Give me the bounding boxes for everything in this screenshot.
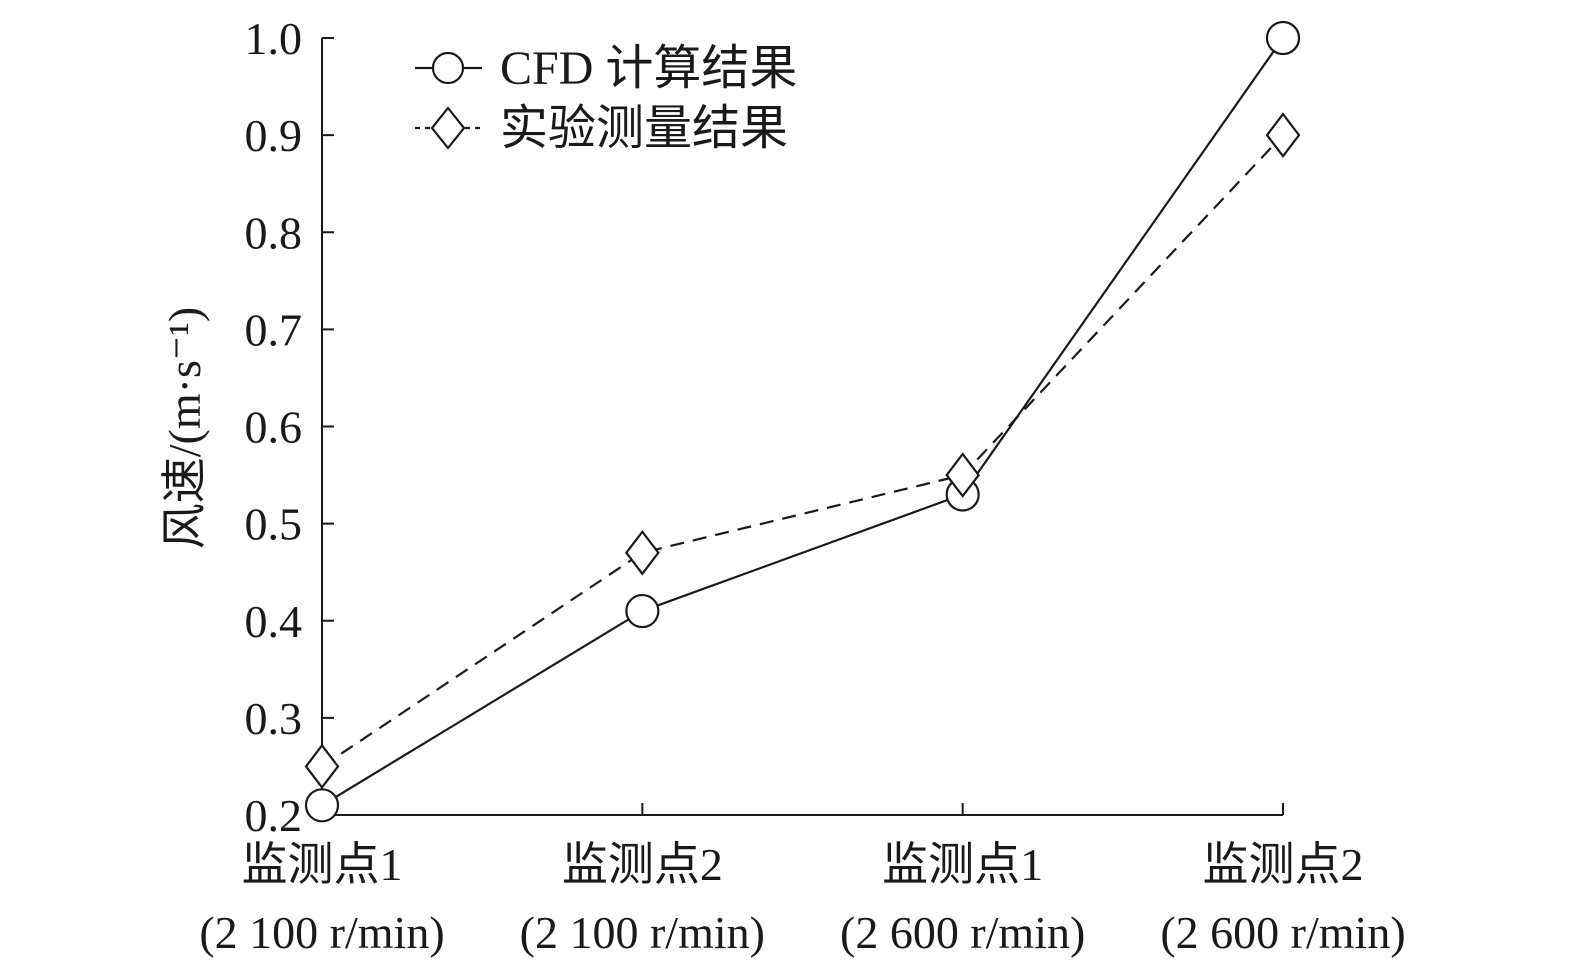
data-point-circle bbox=[625, 593, 660, 629]
series-line-experiment bbox=[321, 134, 1284, 768]
x-category-sublabel: (2 600 r/min) bbox=[840, 907, 1085, 958]
y-tick-label: 0.3 bbox=[245, 693, 303, 744]
y-tick-label: 0.7 bbox=[245, 304, 303, 355]
legend-experiment-marker bbox=[430, 106, 466, 150]
y-tick-label: 0.6 bbox=[245, 402, 303, 453]
x-category-label: 监测点1 bbox=[882, 839, 1043, 890]
legend-experiment-label: 实验测量结果 bbox=[500, 102, 788, 155]
data-point-circle bbox=[1265, 20, 1301, 56]
x-category-sublabel: (2 600 r/min) bbox=[1160, 907, 1405, 958]
legend-cfd-label: CFD 计算结果 bbox=[500, 42, 797, 95]
y-tick-label: 0.5 bbox=[245, 499, 303, 550]
x-category-label: 监测点2 bbox=[1203, 839, 1364, 890]
y-axis-ticks: 0.2 0.3 0.4 0.5 0.6 0.7 0.8 0.9 1.0 bbox=[245, 13, 334, 841]
plot-series bbox=[304, 20, 1301, 823]
data-point-diamond bbox=[1265, 112, 1301, 158]
y-axis-title: 风速/(m·s⁻¹) bbox=[159, 307, 210, 550]
data-point-diamond bbox=[304, 743, 340, 790]
data-point-circle bbox=[304, 788, 340, 823]
y-tick-label: 0.8 bbox=[245, 207, 303, 258]
legend-cfd-marker bbox=[431, 51, 465, 85]
series-line-cfd bbox=[321, 37, 1284, 807]
x-category-label: 监测点1 bbox=[242, 839, 403, 890]
axes bbox=[321, 38, 1283, 816]
data-point-diamond bbox=[624, 529, 660, 576]
data-point-diamond bbox=[945, 452, 981, 498]
x-axis-ticks: 监测点1 (2 100 r/min) 监测点2 (2 100 r/min) 监测点1 (2… bbox=[199, 803, 1406, 958]
y-tick-label: 0.2 bbox=[245, 790, 303, 841]
x-category-sublabel: (2 100 r/min) bbox=[520, 907, 765, 958]
y-tick-label: 0.9 bbox=[245, 110, 303, 161]
y-tick-label: 1.0 bbox=[245, 13, 303, 64]
y-tick-label: 0.4 bbox=[245, 596, 303, 647]
x-category-label: 监测点2 bbox=[562, 839, 723, 890]
legend: CFD 计算结果 实验测量结果 bbox=[415, 42, 797, 155]
x-category-sublabel: (2 100 r/min) bbox=[199, 907, 444, 958]
